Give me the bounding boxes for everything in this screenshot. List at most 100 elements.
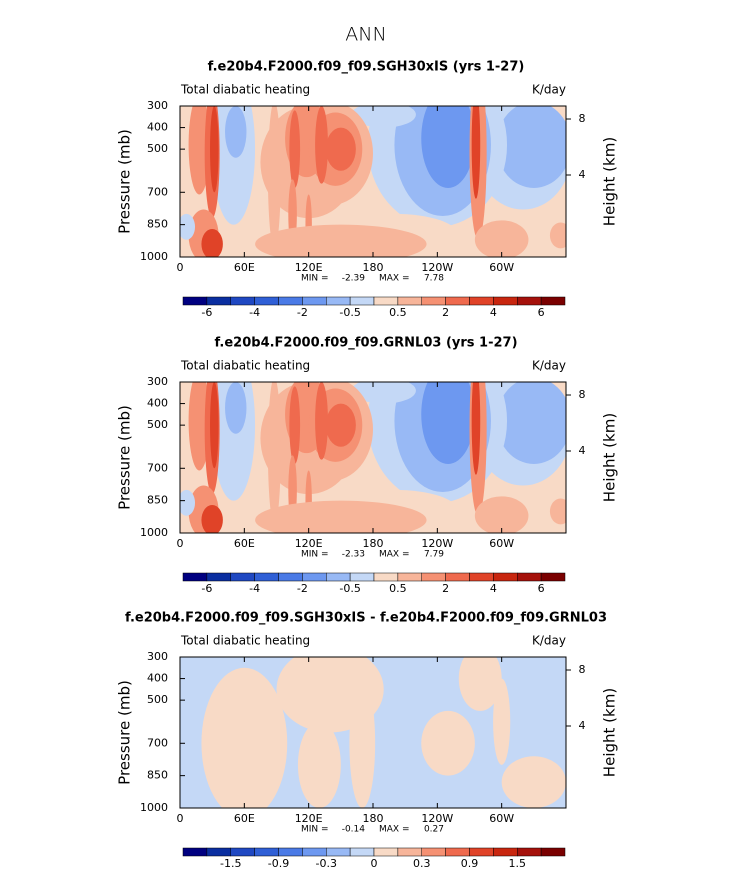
x-tick-label: 120E	[295, 261, 323, 274]
colorbar-box	[397, 296, 422, 306]
colorbar-box	[445, 296, 470, 306]
contour-fill	[421, 382, 475, 464]
colorbar-label: 6	[538, 582, 545, 595]
colorbar-box	[254, 296, 279, 306]
contour-fill	[255, 224, 427, 257]
contour-fill	[289, 110, 301, 188]
colorbar-box	[182, 847, 208, 857]
colorbar-box	[445, 847, 470, 857]
max-value: 0.27	[424, 825, 444, 835]
colorbar-box	[517, 296, 542, 306]
x-tick-label: 120W	[421, 812, 453, 825]
colorbar-box	[278, 296, 303, 306]
y-tick-label: 1000	[140, 526, 168, 539]
contour-fill	[458, 657, 502, 711]
colorbar-box	[206, 296, 231, 306]
colorbar-box	[397, 847, 422, 857]
y-tick-label: 850	[147, 769, 168, 782]
contour-fill	[549, 498, 566, 525]
colorbar-label: 0.5	[389, 582, 407, 595]
min-value: -2.39	[342, 274, 366, 284]
y-tick-label: 500	[147, 418, 168, 431]
x-tick-label: 180	[363, 261, 384, 274]
colorbar-box	[206, 572, 231, 582]
x-tick-label: 120E	[295, 537, 323, 550]
contour-fill	[188, 382, 211, 471]
contour-fill	[325, 403, 356, 447]
min-label: MIN =	[301, 550, 329, 560]
y2-tick-label: 4	[579, 168, 586, 181]
colorbar-box	[421, 296, 446, 306]
colorbar-box	[517, 847, 542, 857]
y-tick-label: 500	[147, 142, 168, 155]
x-tick-label: 60W	[489, 537, 514, 550]
contour-fill	[471, 382, 481, 475]
max-label: MAX =	[379, 825, 410, 835]
max-value: 7.79	[424, 550, 444, 560]
contour-fill	[210, 106, 219, 193]
colorbar-label: 2	[442, 582, 449, 595]
y2-tick-label: 4	[579, 444, 586, 457]
contour-fill	[493, 678, 511, 765]
colorbar-box	[373, 296, 399, 306]
contour-fill	[225, 382, 247, 434]
colorbar-label: -0.9	[268, 857, 289, 870]
y-tick-label: 400	[147, 672, 168, 685]
panel-title: f.e20b4.F2000.f09_f09.SGH30xIS (yrs 1-27…	[208, 60, 525, 75]
colorbar-box	[349, 572, 375, 582]
panel-title: f.e20b4.F2000.f09_f09.GRNL03 (yrs 1-27)	[214, 336, 517, 351]
contour-fill	[351, 382, 416, 404]
colorbar-box	[278, 572, 303, 582]
colorbar-box	[278, 847, 303, 857]
contour-fill	[549, 222, 566, 249]
colorbar-box	[230, 296, 255, 306]
x-tick-label: 180	[363, 812, 384, 825]
y-tick-label: 850	[147, 494, 168, 507]
colorbar-box	[373, 572, 399, 582]
colorbar-box	[254, 572, 279, 582]
colorbar-box	[182, 296, 208, 306]
contour-fill	[474, 220, 529, 257]
y2-axis-label: Height (km)	[601, 413, 619, 502]
min-label: MIN =	[301, 825, 329, 835]
colorbar-box	[493, 296, 518, 306]
colorbar-label: 0.5	[389, 306, 407, 319]
contour-fill	[180, 213, 196, 240]
y-tick-label: 400	[147, 121, 168, 134]
y-axis-label: Pressure (mb)	[116, 405, 134, 510]
y-tick-label: 700	[147, 185, 168, 198]
colorbar-box	[302, 296, 327, 306]
contour-fill	[474, 496, 529, 533]
contour-fill	[325, 127, 356, 171]
colorbar-box	[421, 572, 446, 582]
colorbar-box	[349, 296, 375, 306]
colorbar-box	[326, 572, 351, 582]
right-label: K/day	[532, 83, 566, 97]
contour-fill	[201, 667, 288, 808]
colorbar-box	[493, 847, 518, 857]
colorbar-label: 0.9	[461, 857, 479, 870]
colorbar-label: -4	[249, 306, 260, 319]
contour-fill	[289, 386, 301, 464]
x-tick-label: 60W	[489, 812, 514, 825]
contour-fill	[421, 710, 475, 776]
contour-fill	[351, 106, 416, 128]
contour-fill	[349, 678, 376, 808]
contour-fill	[201, 228, 223, 257]
colorbar-label: -6	[201, 306, 212, 319]
y2-axis-label: Height (km)	[601, 688, 619, 777]
x-tick-label: 180	[363, 537, 384, 550]
colorbar-label: -2	[297, 306, 308, 319]
contour-fill	[267, 382, 281, 525]
y-tick-label: 500	[147, 693, 168, 706]
y-tick-label: 700	[147, 461, 168, 474]
colorbar-box	[254, 847, 279, 857]
y2-axis-label: Height (km)	[601, 137, 619, 226]
right-label: K/day	[532, 634, 566, 648]
right-label: K/day	[532, 359, 566, 373]
contour-fill	[192, 657, 211, 701]
colorbar-box	[349, 847, 375, 857]
left-label: Total diabatic heating	[180, 83, 310, 97]
y-tick-label: 400	[147, 397, 168, 410]
